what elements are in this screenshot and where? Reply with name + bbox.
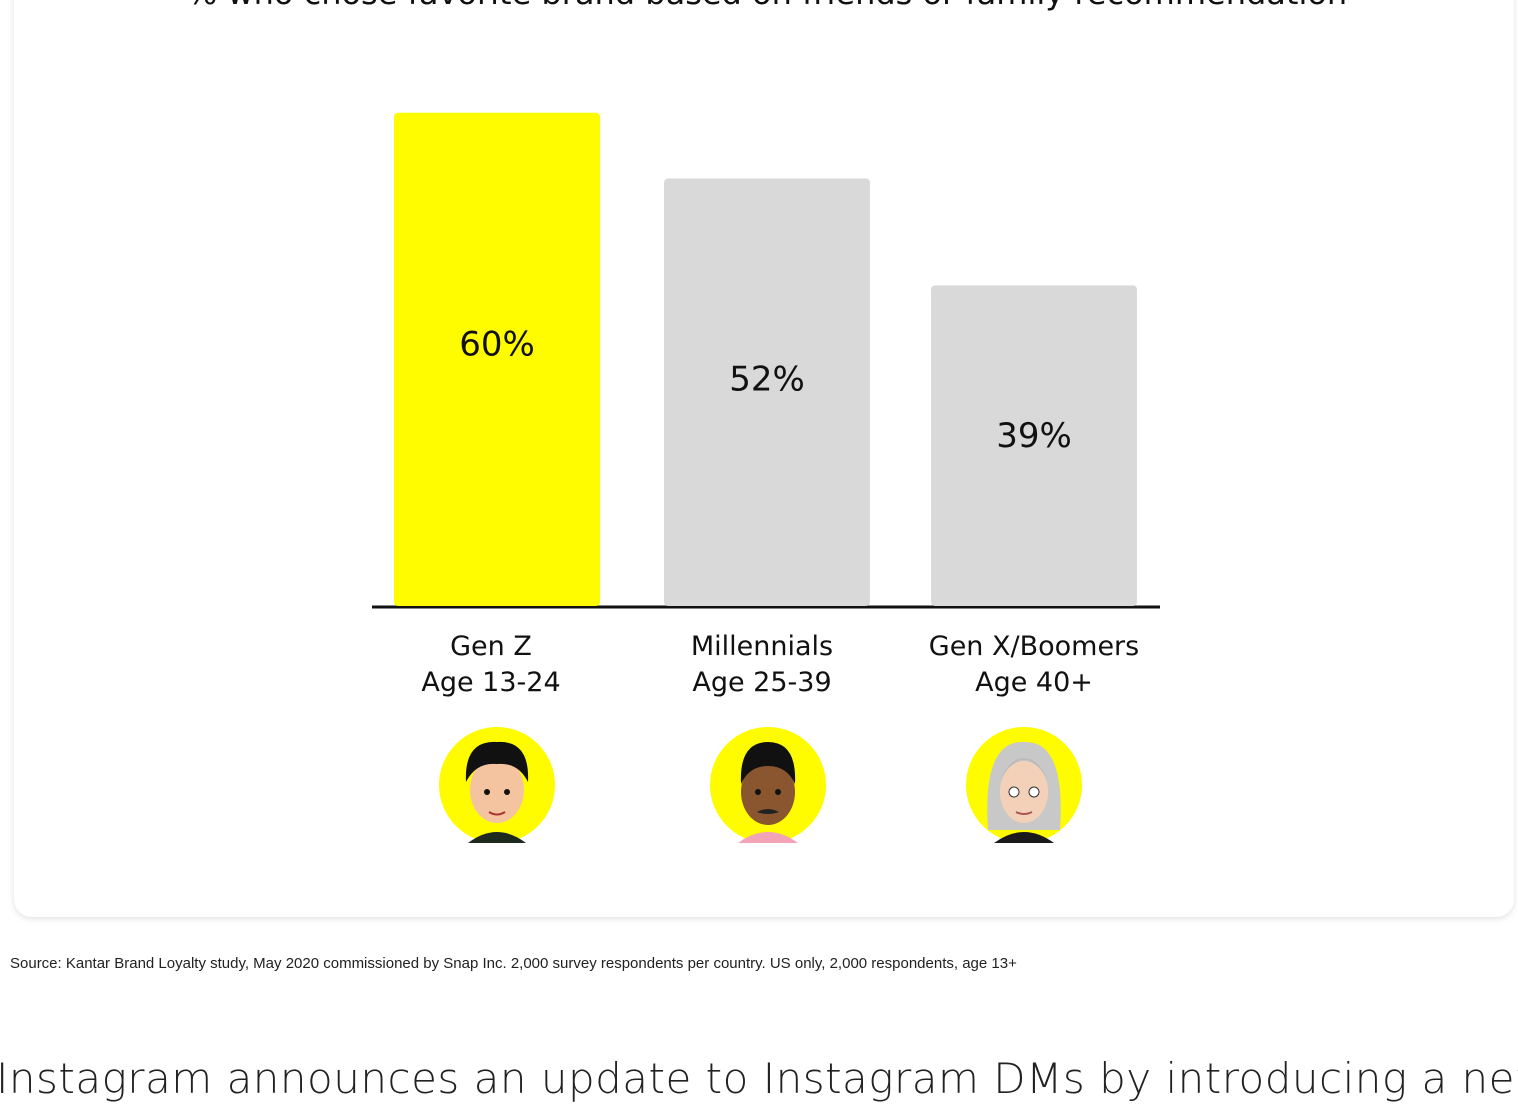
bar bbox=[394, 112, 600, 607]
article-text: Instagram announces an update to Instagr… bbox=[0, 1054, 1518, 1103]
x-tick-label: Age 40+ bbox=[975, 667, 1093, 698]
x-tick-label: Millennials bbox=[691, 631, 833, 662]
bar bbox=[664, 178, 870, 606]
chart-card: % who chose favorite brand based on frie… bbox=[14, 0, 1514, 917]
x-tick-label: Age 25-39 bbox=[692, 667, 831, 698]
avatar bbox=[966, 727, 1082, 843]
avatar bbox=[710, 727, 826, 843]
chart-title: % who chose favorite brand based on frie… bbox=[187, 0, 1347, 12]
avatar bbox=[439, 727, 555, 843]
value-label: 60% bbox=[459, 325, 535, 365]
source-note: Source: Kantar Brand Loyalty study, May … bbox=[10, 955, 1017, 972]
x-tick-label: Gen Z bbox=[450, 631, 532, 662]
x-tick-label: Gen X/Boomers bbox=[929, 631, 1139, 662]
value-label: 52% bbox=[729, 359, 805, 399]
x-tick-label: Age 13-24 bbox=[421, 667, 560, 698]
bar bbox=[931, 285, 1137, 606]
value-label: 39% bbox=[996, 416, 1072, 456]
